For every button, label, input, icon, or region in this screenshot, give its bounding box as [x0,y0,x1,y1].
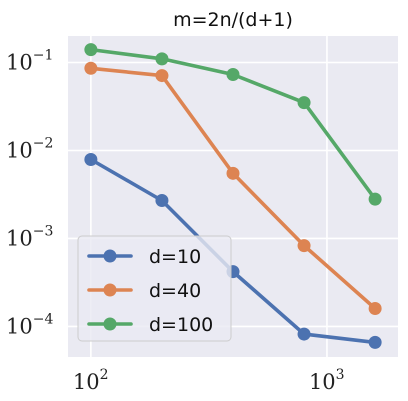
y-tick-label: 10−3 [6,223,53,250]
x-axis: 102 103 [73,367,345,394]
data-point [297,239,311,253]
legend-item: d=100 [87,314,213,336]
legend: d=10 d=40 d=100 [77,235,232,342]
legend-marker [103,249,117,263]
data-point [84,61,98,75]
y-tick-label: 10−4 [6,311,53,338]
data-point [368,302,382,316]
data-point [84,43,98,57]
series-d=40 [84,61,382,316]
data-point [155,194,169,208]
data-point [84,152,98,166]
y-axis: 10−1 10−2 10−3 10−4 [6,47,53,338]
data-point [297,96,311,110]
legend-label: d=100 [149,314,213,336]
legend-label: d=10 [149,246,201,268]
data-point [226,68,240,82]
legend-marker [103,283,117,297]
legend-marker [103,317,117,331]
data-point [297,327,311,341]
legend-item: d=40 [87,280,201,302]
legend-box [77,235,232,342]
y-tick-label: 10−1 [6,47,53,74]
series-d=100 [84,43,382,206]
chart-title: m=2n/(d+1) [173,9,293,31]
x-tick-label: 103 [309,367,345,394]
y-tick-label: 10−2 [6,135,53,162]
x-tick-label: 102 [73,367,109,394]
legend-label: d=40 [149,280,201,302]
data-point [155,69,169,83]
data-point [368,335,382,349]
data-point [368,192,382,206]
legend-item: d=10 [87,246,201,268]
data-point [226,166,240,180]
data-point [155,52,169,66]
